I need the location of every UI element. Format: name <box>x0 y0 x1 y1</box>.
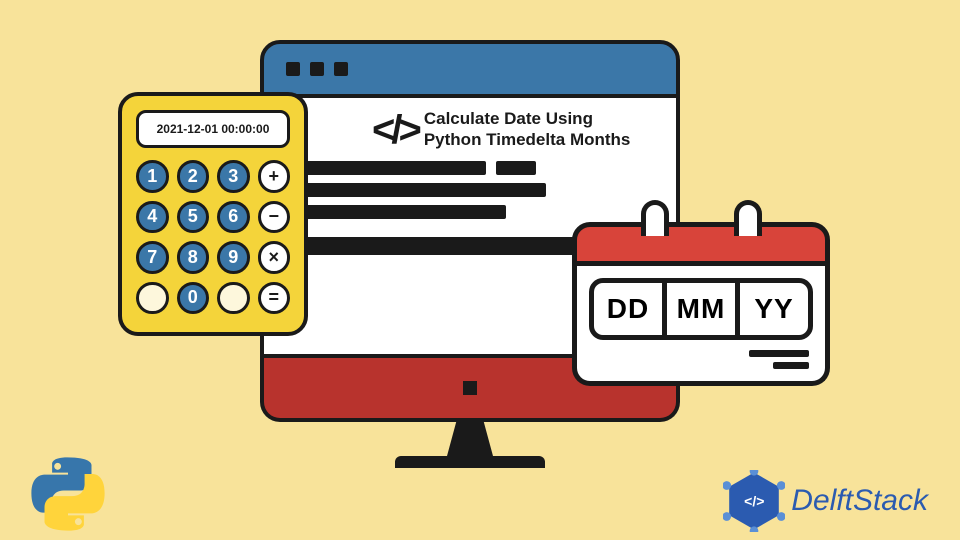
calculator-key: 3 <box>217 160 250 193</box>
article-title: Calculate Date Using Python Timedelta Mo… <box>424 108 631 151</box>
calendar-cell: MM <box>662 283 735 335</box>
monitor-titlebar <box>260 40 680 98</box>
window-dot <box>286 62 300 76</box>
window-dot <box>334 62 348 76</box>
calculator-key: 1 <box>136 160 169 193</box>
calculator-key: + <box>258 160 291 193</box>
code-glyph-icon: </> <box>372 108 418 153</box>
delftstack-name: DelftStack <box>791 484 928 518</box>
calculator-illustration: 2021-12-01 00:00:00 123+456− 789× 0 = <box>118 92 308 336</box>
calculator-keypad: 123+456− 789× 0 = <box>136 160 290 314</box>
calculator-key: 5 <box>177 201 210 234</box>
calculator-key: = <box>258 282 291 315</box>
calendar-ring-icon <box>734 200 762 236</box>
delftstack-watermark: </> DelftStack <box>723 470 928 532</box>
calculator-key <box>136 282 169 315</box>
calendar-body: DDMMYY <box>572 266 830 386</box>
calculator-key: 0 <box>177 282 210 315</box>
calendar-display: DDMMYY <box>589 278 813 340</box>
window-dot <box>310 62 324 76</box>
calculator-screen: 2021-12-01 00:00:00 <box>136 110 290 148</box>
calculator-key: 8 <box>177 241 210 274</box>
calculator-key: − <box>258 201 291 234</box>
calendar-cell: YY <box>735 283 808 335</box>
calendar-ring-icon <box>641 200 669 236</box>
python-logo-icon <box>30 456 106 532</box>
calculator-key: 7 <box>136 241 169 274</box>
calculator-key: 9 <box>217 241 250 274</box>
calculator-key <box>217 282 250 315</box>
calculator-key: 6 <box>217 201 250 234</box>
calendar-cell: DD <box>594 283 662 335</box>
monitor-stand <box>447 422 493 456</box>
calculator-key: 2 <box>177 160 210 193</box>
calculator-key: 4 <box>136 201 169 234</box>
calculator-key: × <box>258 241 291 274</box>
monitor-foot <box>395 456 545 468</box>
delftstack-badge-icon: </> <box>723 470 785 532</box>
calendar-illustration: DDMMYY <box>572 200 830 386</box>
